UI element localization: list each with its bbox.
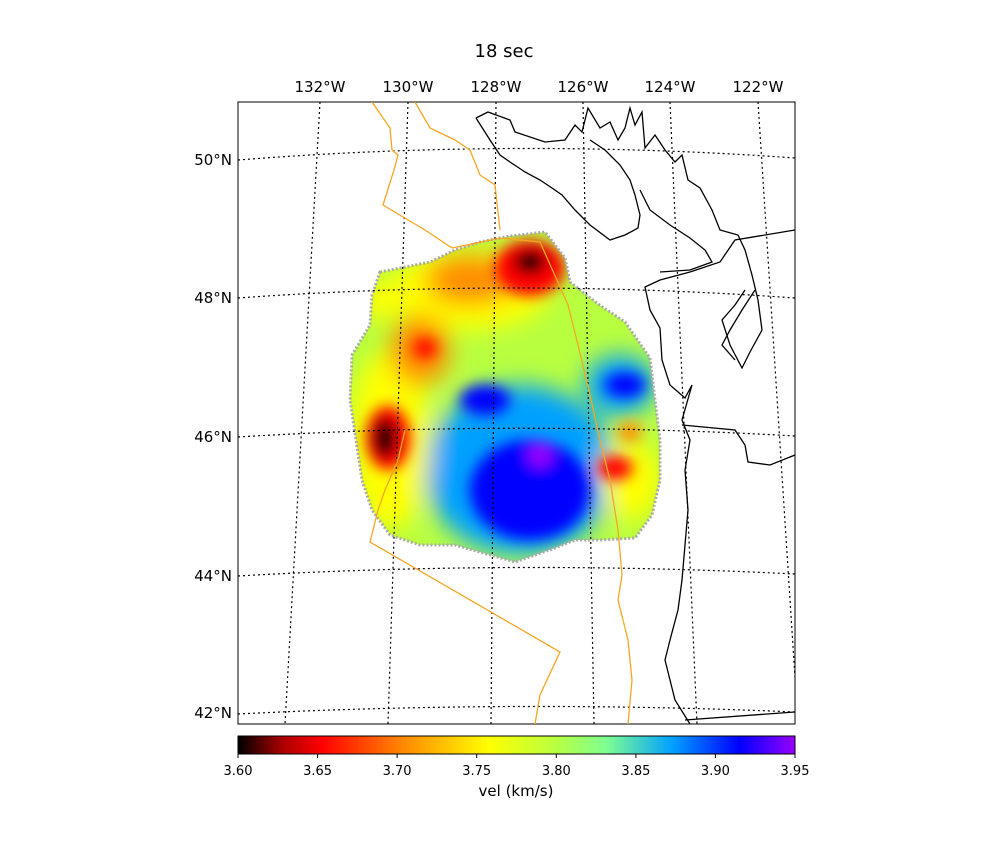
lat-label: 46°N — [194, 428, 232, 446]
latitude-labels: 50°N 48°N 46°N 44°N 42°N — [194, 151, 232, 722]
colorbar-tick-label: 3.65 — [303, 764, 332, 779]
longitude-labels: 132°W 130°W 128°W 126°W 124°W 122°W — [295, 78, 784, 96]
colorbar — [238, 736, 795, 754]
colorbar-tick-label: 3.60 — [224, 764, 253, 779]
colorbar-tick-label: 3.75 — [462, 764, 491, 779]
lat-label: 42°N — [194, 704, 232, 722]
lat-label: 48°N — [194, 289, 232, 307]
colorbar-tick-label: 3.95 — [781, 764, 810, 779]
lon-label: 130°W — [383, 78, 434, 96]
colorbar-label: vel (km/s) — [479, 782, 554, 800]
colorbar-tick-label: 3.70 — [383, 764, 412, 779]
lon-label: 132°W — [295, 78, 346, 96]
colorbar-ticks — [238, 754, 795, 758]
colorbar-tick-labels: 3.60 3.65 3.70 3.75 3.80 3.85 3.90 3.95 — [224, 764, 810, 779]
lon-label: 122°W — [733, 78, 784, 96]
lon-label: 128°W — [471, 78, 522, 96]
colorbar-tick-label: 3.85 — [621, 764, 650, 779]
colorbar-tick-label: 3.90 — [701, 764, 730, 779]
colorbar-tick-label: 3.80 — [542, 764, 571, 779]
lon-label: 124°W — [645, 78, 696, 96]
map-title: 18 sec — [475, 41, 534, 62]
lat-label: 50°N — [194, 151, 232, 169]
lon-label: 126°W — [558, 78, 609, 96]
lat-label: 44°N — [194, 567, 232, 585]
